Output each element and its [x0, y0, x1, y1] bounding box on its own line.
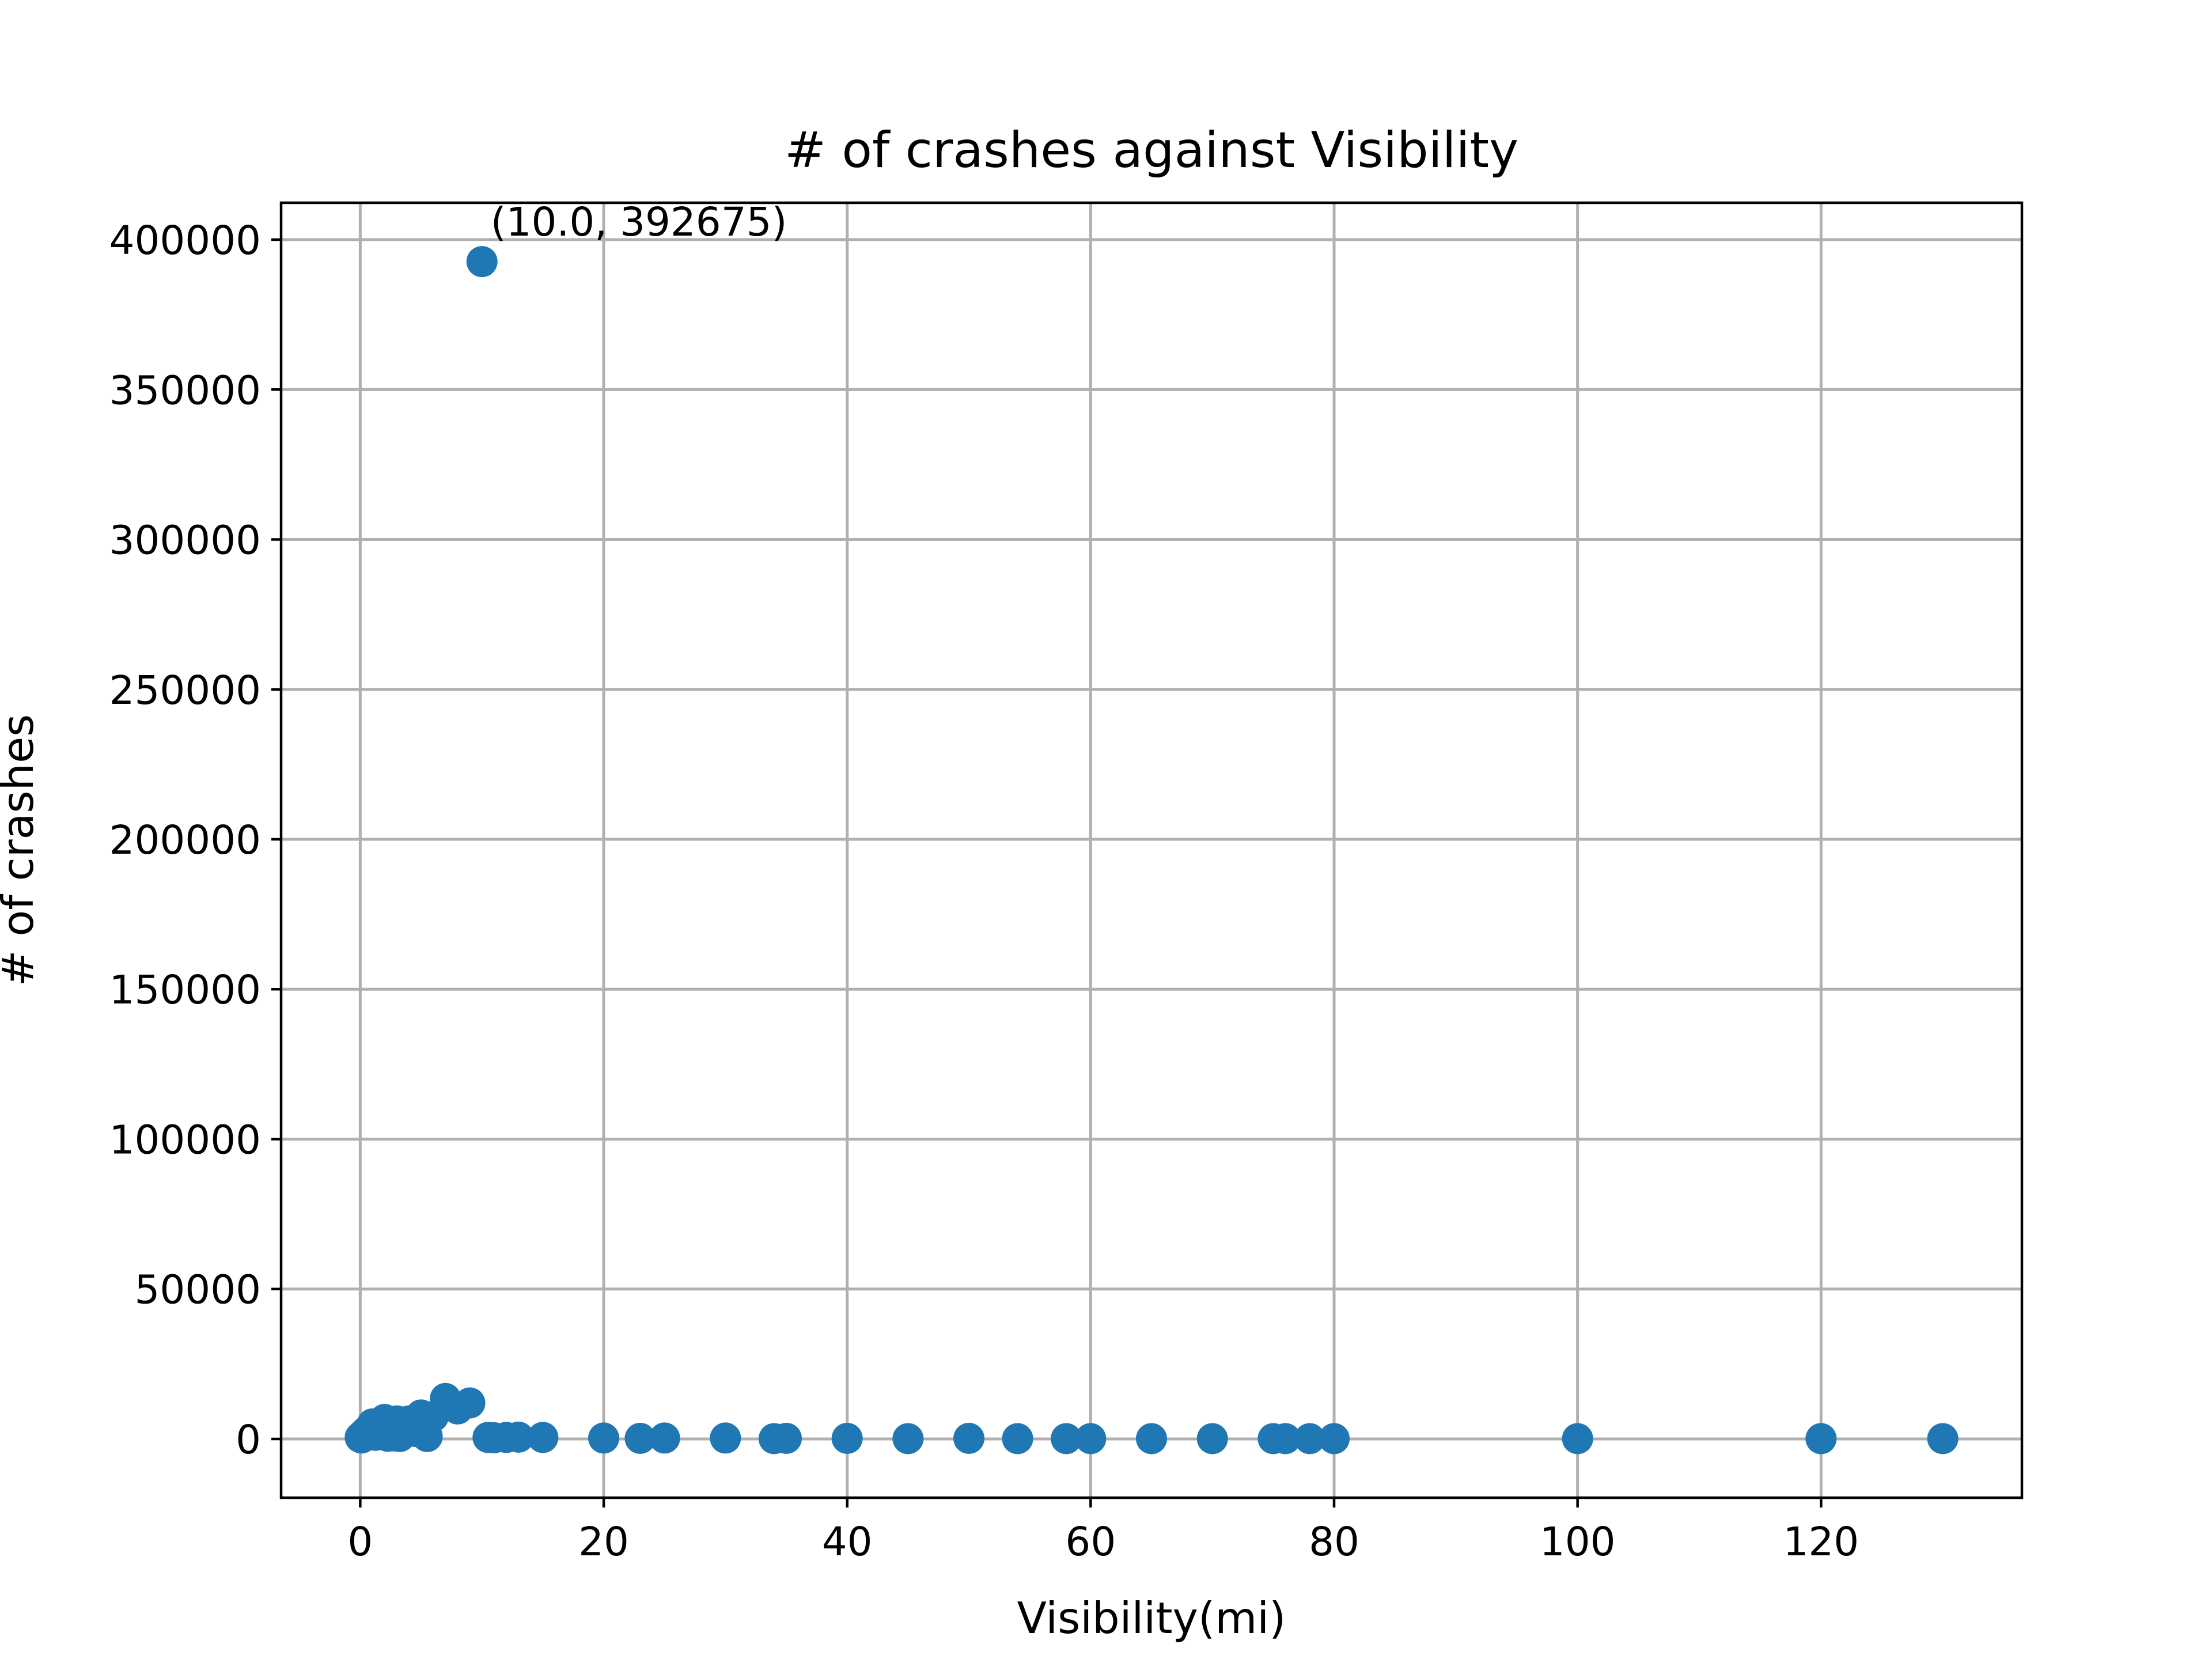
data-point	[710, 1422, 741, 1454]
data-point	[1136, 1423, 1167, 1455]
x-tick-label: 100	[1540, 1519, 1616, 1565]
x-tick-label: 40	[822, 1519, 873, 1565]
data-point	[649, 1422, 680, 1454]
y-tick-label: 300000	[109, 518, 261, 564]
data-point	[503, 1421, 535, 1453]
y-tick-label: 250000	[109, 668, 261, 714]
data-point	[1051, 1423, 1082, 1455]
plot-frame	[279, 201, 2024, 1499]
data-point	[466, 246, 498, 278]
data-point	[1002, 1423, 1033, 1455]
data-point	[624, 1422, 656, 1454]
y-tick-label: 400000	[109, 218, 261, 264]
data-point	[1075, 1423, 1107, 1455]
y-axis-ticks: 0 50000 100000 150000 200000 250000 300000 3500…	[109, 218, 281, 1463]
chart-title: # of crashes against Visibility	[785, 122, 1518, 179]
data-point	[1294, 1423, 1325, 1455]
data-point	[1562, 1423, 1593, 1455]
x-axis-ticks: 0 20 40 60 80 100 120	[347, 1498, 1859, 1565]
grid	[281, 203, 2022, 1498]
point-annotation: (10.0, 392675)	[491, 199, 787, 245]
data-point	[953, 1422, 985, 1454]
x-tick-label: 0	[347, 1519, 373, 1565]
y-tick-label: 100000	[109, 1117, 261, 1163]
y-tick-label: 0	[236, 1417, 261, 1463]
data-point	[771, 1422, 802, 1454]
data-point	[1196, 1423, 1228, 1455]
data-point	[831, 1422, 863, 1454]
y-tick-label: 50000	[135, 1267, 262, 1313]
data-point	[1805, 1423, 1837, 1455]
data-point	[1270, 1423, 1301, 1455]
data-point	[454, 1387, 486, 1419]
data-point	[892, 1423, 924, 1455]
y-axis-title: # of crashes	[0, 714, 43, 987]
x-tick-label: 60	[1065, 1519, 1116, 1565]
data-point	[1318, 1423, 1350, 1455]
x-tick-label: 20	[578, 1519, 629, 1565]
data-point	[1927, 1423, 1959, 1455]
annotations: (10.0, 392675)	[491, 199, 787, 245]
x-axis-title: Visibility(mi)	[1017, 1593, 1286, 1643]
data-point	[527, 1422, 559, 1453]
x-tick-label: 120	[1783, 1519, 1859, 1565]
y-tick-label: 200000	[109, 817, 261, 863]
x-tick-label: 80	[1309, 1519, 1359, 1565]
data-point	[588, 1422, 620, 1454]
y-tick-label: 150000	[109, 967, 261, 1013]
y-tick-label: 350000	[109, 368, 261, 414]
data-points	[344, 246, 1959, 1455]
